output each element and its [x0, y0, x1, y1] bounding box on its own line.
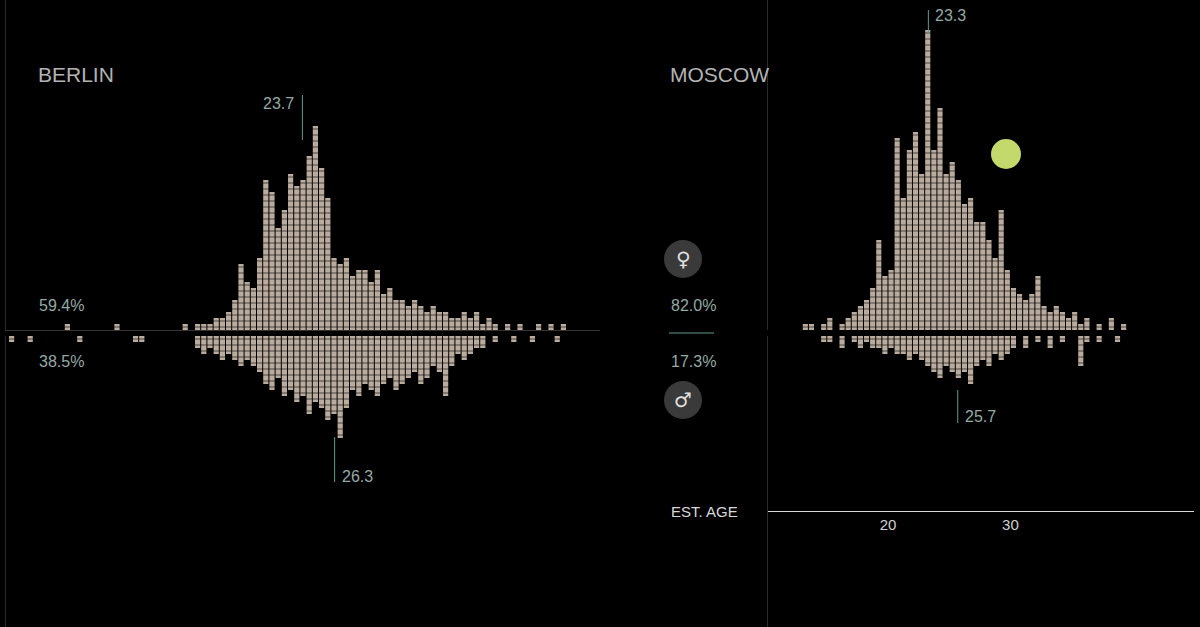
svg-text:MOSCOW: MOSCOW	[670, 63, 769, 86]
svg-text:26.3: 26.3	[342, 468, 373, 485]
svg-text:23.7: 23.7	[263, 95, 294, 112]
svg-text:23.3: 23.3	[935, 7, 966, 24]
svg-text:30: 30	[1002, 516, 1019, 533]
svg-text:♀: ♀	[676, 247, 691, 271]
svg-text:38.5%: 38.5%	[39, 353, 84, 370]
svg-text:17.3%: 17.3%	[671, 353, 716, 370]
svg-text:EST. AGE: EST. AGE	[671, 503, 738, 520]
svg-text:82.0%: 82.0%	[671, 297, 716, 314]
svg-text:59.4%: 59.4%	[39, 297, 84, 314]
svg-text:20: 20	[880, 516, 897, 533]
svg-text:BERLIN: BERLIN	[38, 63, 114, 86]
svg-text:♂: ♂	[674, 388, 692, 412]
svg-text:25.7: 25.7	[965, 408, 996, 425]
